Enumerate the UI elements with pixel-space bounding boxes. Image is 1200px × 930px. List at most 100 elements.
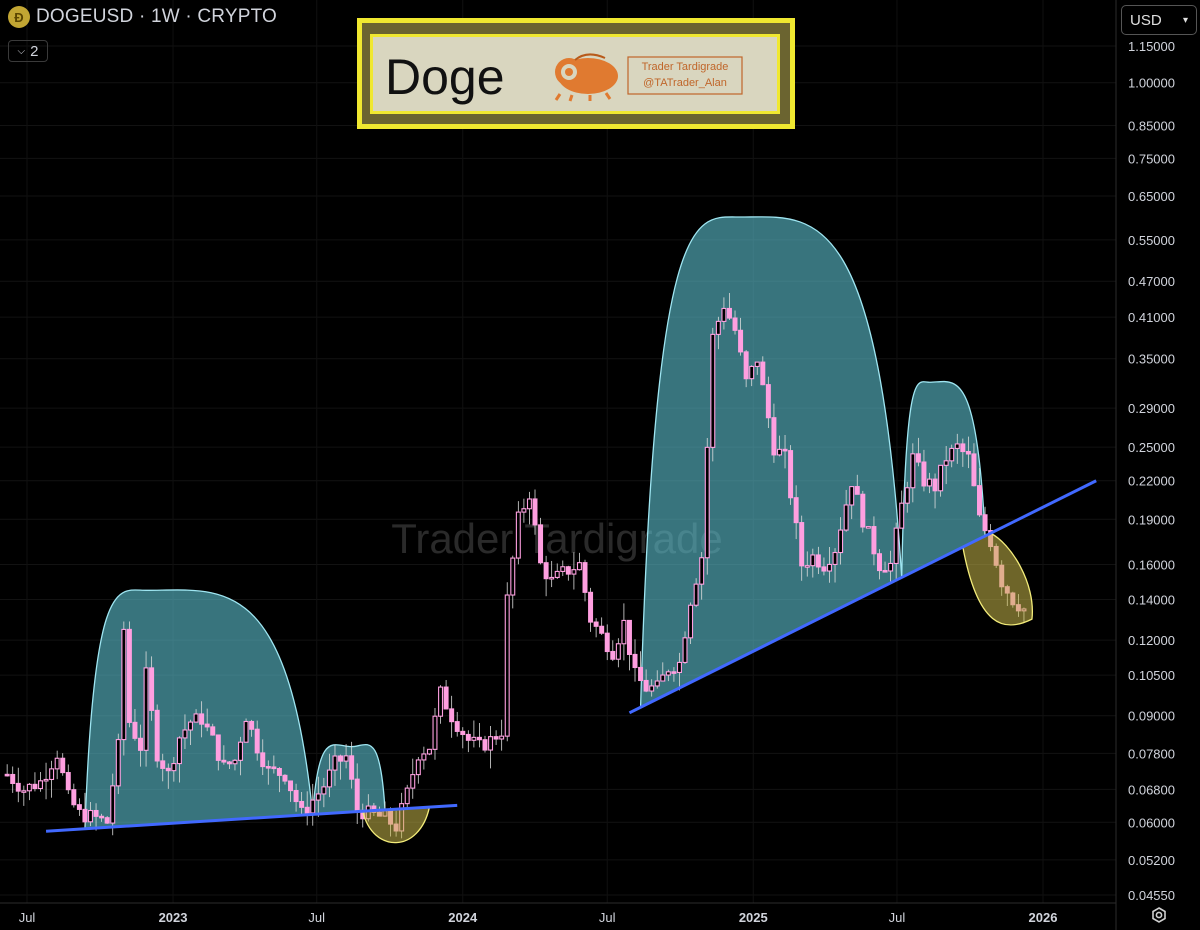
y-tick-label: 0.10500	[1128, 668, 1175, 683]
candle-body	[99, 815, 105, 819]
candle-body	[821, 566, 827, 572]
candle	[254, 720, 260, 761]
candle-body	[476, 736, 482, 741]
candle	[893, 522, 899, 581]
candle	[82, 792, 88, 827]
candle	[349, 741, 355, 789]
candle	[126, 621, 132, 728]
settings-icon[interactable]	[1152, 907, 1166, 923]
candle	[804, 551, 810, 577]
candle-body	[621, 619, 627, 645]
candle	[926, 472, 932, 494]
candle-body	[921, 461, 927, 487]
candle	[193, 709, 199, 723]
chevron-down-icon: ▾	[1182, 14, 1188, 26]
currency-selector[interactable]: USD ▾	[1121, 5, 1197, 35]
candle	[632, 639, 638, 682]
candle-body	[421, 753, 427, 761]
candle-body	[632, 653, 638, 669]
candle-body	[860, 493, 866, 528]
candle	[576, 552, 582, 571]
candle-body	[971, 453, 977, 487]
candle	[332, 744, 338, 786]
candle-body	[654, 680, 660, 687]
candle	[115, 733, 121, 795]
candle	[788, 445, 794, 505]
candle-body	[499, 735, 505, 740]
candle	[304, 791, 310, 826]
candle-body	[665, 671, 671, 676]
candle	[449, 695, 455, 738]
candle-body	[854, 486, 860, 495]
candle	[60, 753, 66, 776]
candle-body	[865, 526, 871, 529]
candle	[293, 783, 299, 812]
y-tick-label: 0.16000	[1128, 557, 1175, 572]
candle	[704, 438, 710, 575]
candle	[460, 727, 466, 749]
time-axis[interactable]: Jul 2023 Jul 2024 Jul 2025 Jul 2026	[19, 910, 1058, 925]
candle	[760, 356, 766, 386]
candle	[65, 764, 71, 794]
candle-body	[977, 485, 982, 516]
candle	[538, 517, 544, 565]
candle-body	[938, 464, 944, 492]
candle-body	[754, 361, 760, 368]
candle-body	[49, 768, 55, 781]
candle	[321, 777, 327, 808]
candle-body	[771, 417, 777, 456]
x-tick-label: 2026	[1029, 910, 1058, 925]
candle-body	[743, 351, 749, 380]
candle	[521, 498, 527, 523]
trendline-group	[45, 479, 1097, 833]
price-axis[interactable]: 1.15000 1.00000 0.85000 0.75000 0.65000 0.550…	[1128, 39, 1175, 903]
y-tick-label: 0.55000	[1128, 233, 1175, 248]
candle	[438, 685, 444, 724]
candle	[726, 293, 732, 321]
candle-body	[215, 734, 221, 761]
candle-body	[293, 790, 299, 803]
candle-body	[232, 759, 238, 765]
candle	[860, 490, 866, 533]
candle	[432, 707, 438, 760]
candle	[260, 739, 266, 776]
indicator-collapse-button[interactable]: ⌵ 2	[8, 40, 48, 62]
candle-body	[565, 566, 571, 575]
candle-body	[171, 763, 177, 772]
candle-body	[182, 729, 188, 739]
candle-body	[876, 553, 882, 572]
candle	[71, 783, 77, 808]
candle-body	[238, 741, 244, 761]
candle-body	[121, 628, 127, 741]
candle	[49, 760, 55, 798]
candle	[326, 753, 332, 798]
candle	[499, 719, 505, 751]
candle-body	[426, 748, 432, 755]
candle	[838, 517, 844, 565]
candle	[715, 316, 721, 350]
candle-body	[649, 685, 655, 692]
candle	[21, 785, 27, 806]
cup-1	[84, 589, 314, 830]
candle	[4, 764, 10, 777]
candle-body	[454, 721, 460, 732]
candle	[599, 617, 605, 635]
candle-body	[504, 594, 510, 737]
candle-body	[843, 504, 849, 531]
candle-body	[643, 679, 649, 692]
y-tick-label: 0.47000	[1128, 274, 1175, 289]
candlestick-series	[4, 293, 1027, 839]
candle	[421, 746, 427, 770]
candle-body	[243, 720, 249, 743]
y-tick-label: 1.00000	[1128, 76, 1175, 91]
candle	[443, 679, 449, 710]
candle	[99, 813, 105, 822]
candle	[182, 714, 188, 749]
candle	[226, 761, 232, 769]
candle	[54, 750, 60, 780]
candle-body	[471, 736, 477, 741]
candle-body	[593, 621, 599, 627]
symbol-header[interactable]: Ð DOGEUSD · 1W · CRYPTO	[8, 6, 277, 28]
candle	[176, 736, 182, 783]
